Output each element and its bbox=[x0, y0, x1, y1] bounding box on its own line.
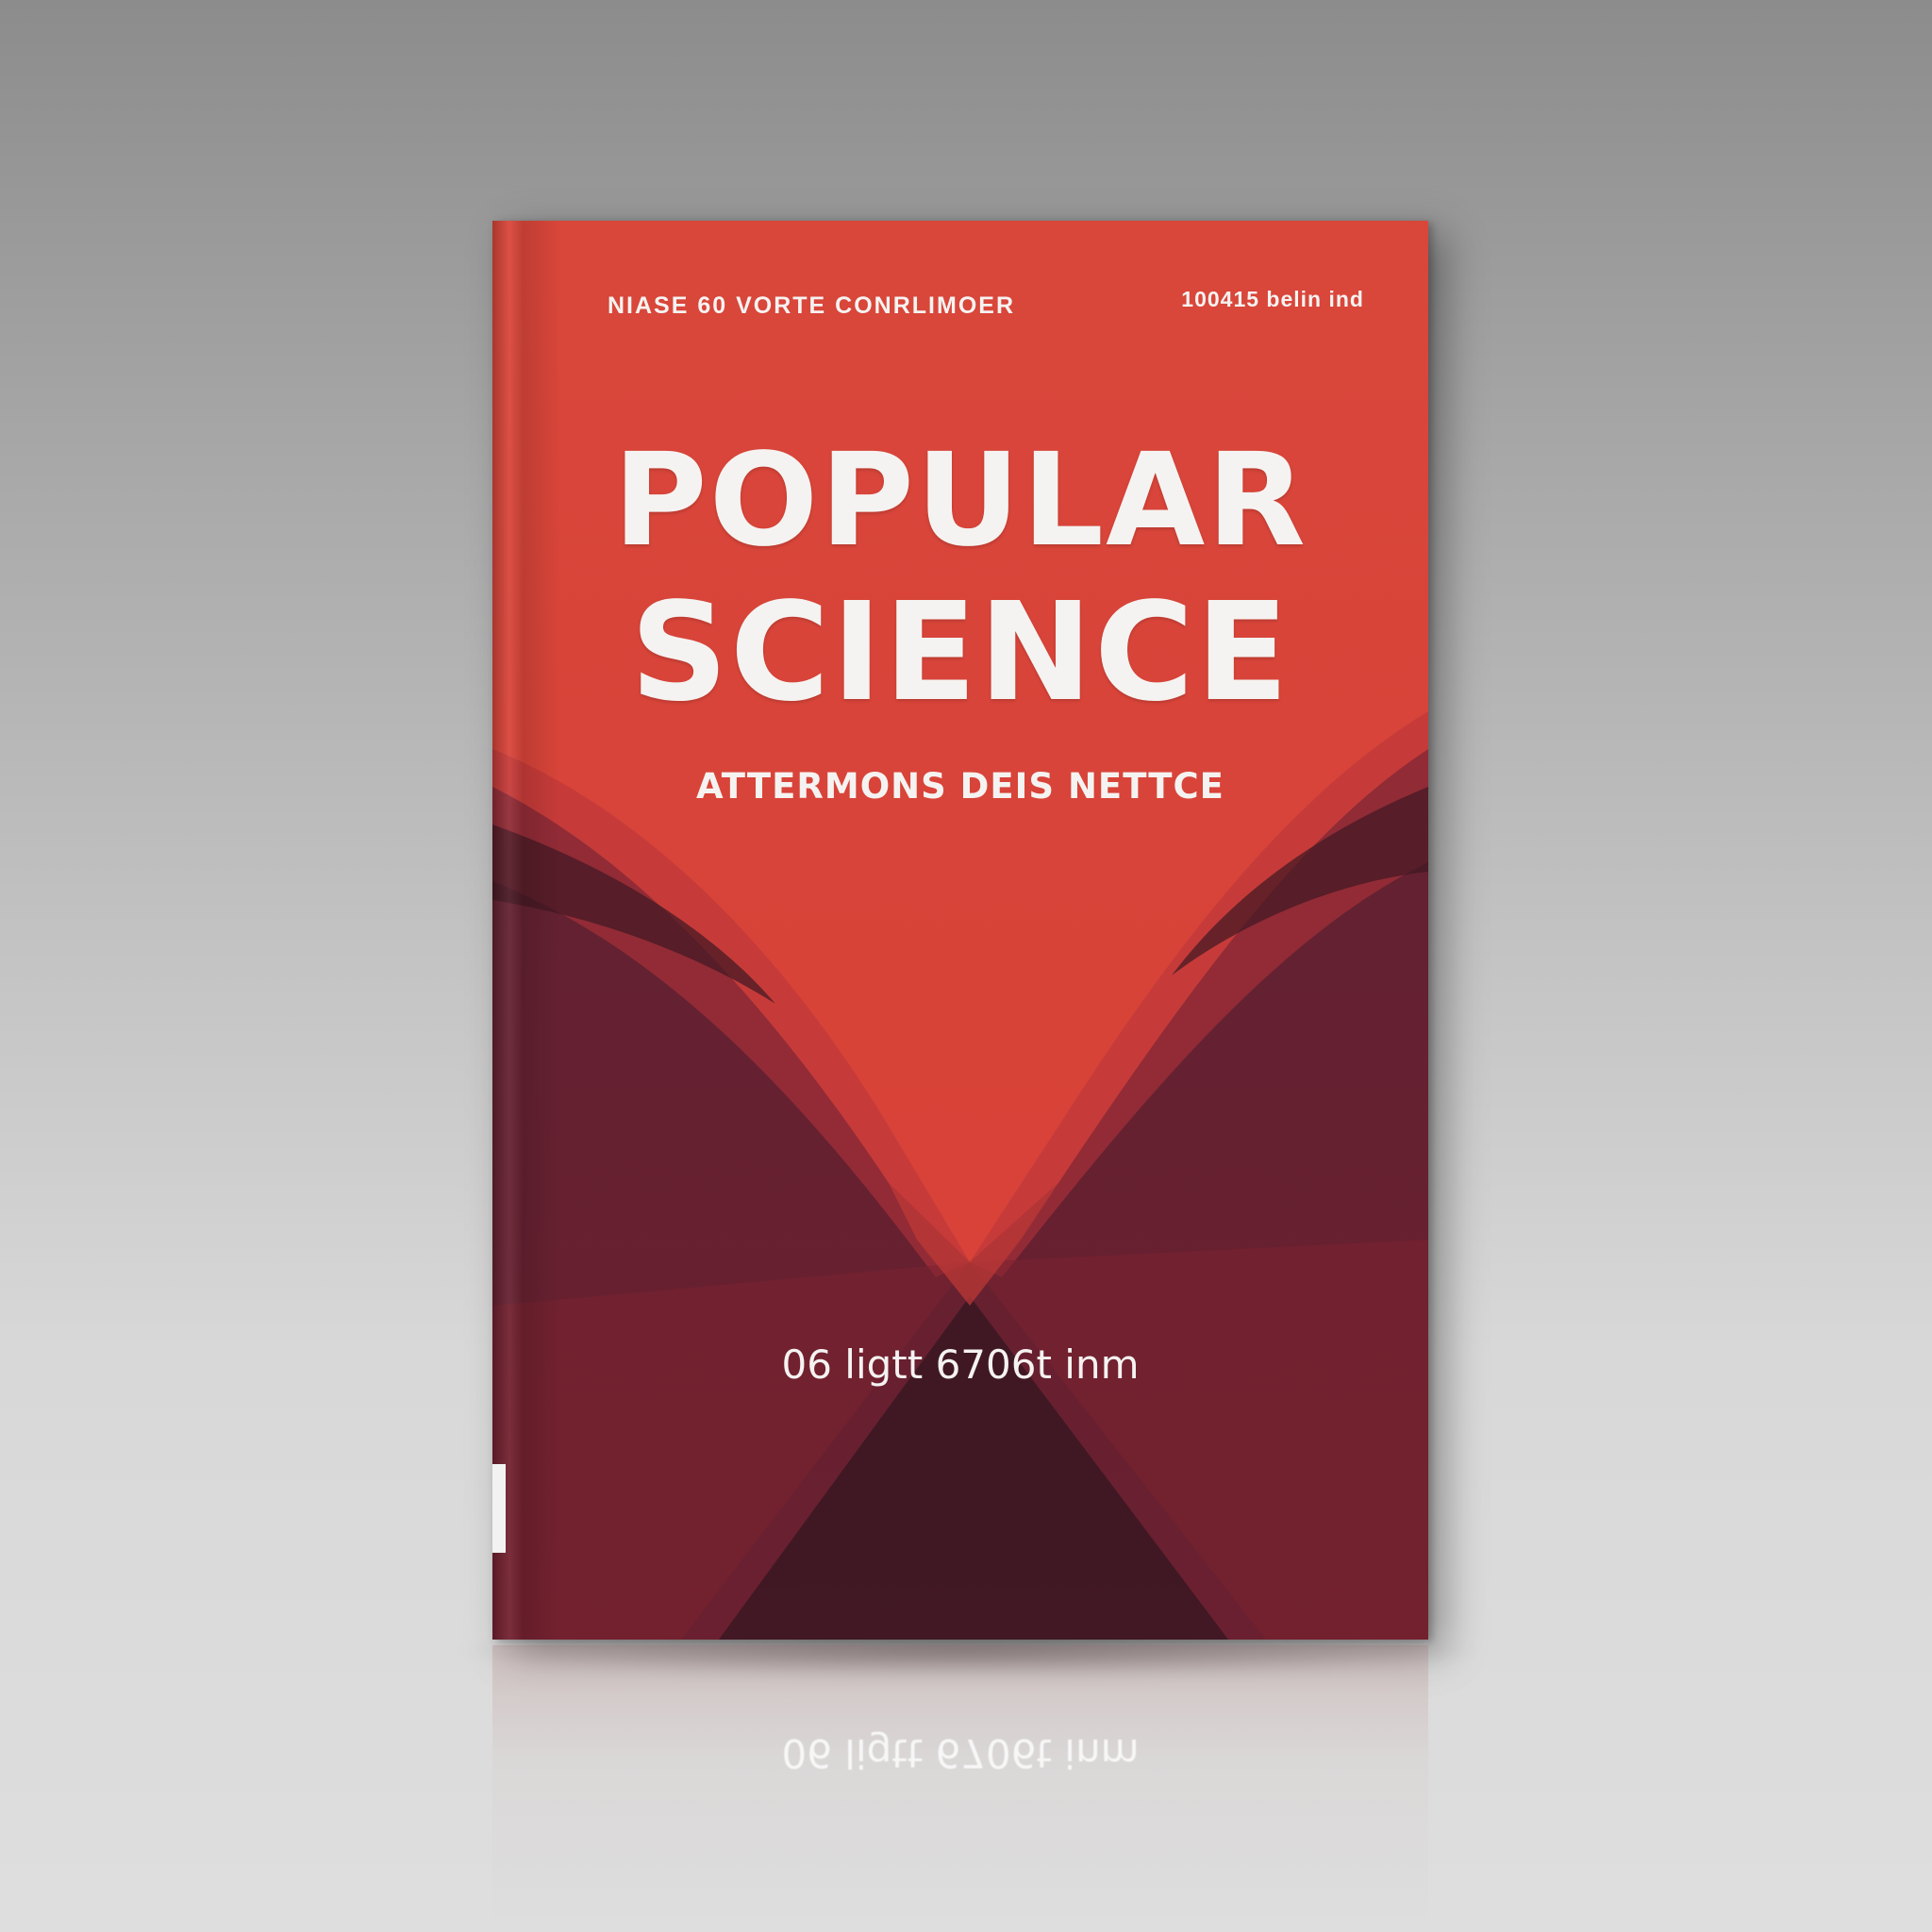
cover-top-left-text: NIASE 60 VORTE CONRLIMOER bbox=[608, 292, 1015, 319]
cover-title-line-2: SCIENCE bbox=[630, 573, 1291, 731]
cover-art bbox=[492, 221, 1428, 1640]
reflection-author: 06 ligtt 6706t inm bbox=[781, 1730, 1140, 1776]
cover-top-right-text: 100415 belin ind bbox=[1181, 287, 1364, 311]
cover-lower-right-red bbox=[970, 1240, 1428, 1640]
spine-tab bbox=[492, 1464, 506, 1553]
cover-subtitle: ATTERMONS DEIS NETTCE bbox=[696, 766, 1224, 807]
cover-left-dark bbox=[492, 824, 775, 1004]
cover-right-dark bbox=[1172, 787, 1428, 975]
cover-cross-glow bbox=[889, 1183, 1058, 1306]
reflection-gradient bbox=[492, 1645, 1428, 1928]
book: NIASE 60 VORTE CONRLIMOER 100415 belin i… bbox=[492, 221, 1428, 1640]
cover-red-v bbox=[492, 221, 1428, 1262]
cover-author: 06 ligtt 6706t inm bbox=[781, 1341, 1140, 1388]
cover-title-line-1: POPULAR bbox=[612, 426, 1308, 575]
cover-lower-left-red bbox=[492, 1262, 970, 1640]
cover-bottom-triangle bbox=[719, 1296, 1228, 1640]
book-reflection: 06 ligtt 6706t inm bbox=[492, 1645, 1428, 1928]
